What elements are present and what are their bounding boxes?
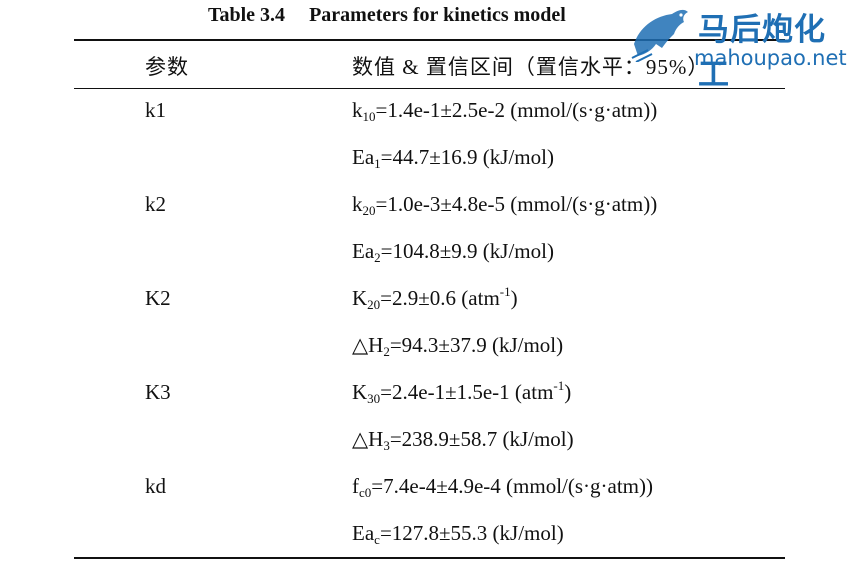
horse-logo-icon (631, 9, 688, 62)
value-text: △H (352, 427, 384, 451)
value-text: =2.4e-1±1.5e-1 (atm (380, 380, 554, 404)
value-text: ) (510, 286, 518, 310)
subscript: 1 (374, 156, 381, 171)
subscript: 3 (383, 438, 390, 453)
table-row: k1 k10=1.4e-1±2.5e-2 (mmol/(s·g·atm)) (0, 98, 859, 145)
value-text: Ea (352, 239, 375, 263)
superscript: -1 (499, 284, 511, 299)
value-text: Ea (352, 145, 375, 169)
value-cell: K30=2.4e-1±1.5e-1 (atm-1) (352, 378, 572, 406)
table-row: Ea1=44.7±16.9 (kJ/mol) (0, 145, 859, 192)
table-row: K2 K20=2.9±0.6 (atm-1) (0, 284, 859, 333)
watermark-brand: 马后炮化工 (698, 12, 826, 93)
table-row: k2 k20=1.0e-3±4.8e-5 (mmol/(s·g·atm)) (0, 192, 859, 239)
parameter-cell: K3 (145, 380, 171, 404)
header-parameter: 参数 (145, 55, 189, 79)
value-cell: k10=1.4e-1±2.5e-2 (mmol/(s·g·atm)) (352, 98, 657, 123)
table-header-rule (74, 88, 785, 90)
value-cell: K20=2.9±0.6 (atm-1) (352, 284, 518, 312)
subscript: 20 (362, 203, 376, 218)
table-row: Ea2=104.8±9.9 (kJ/mol) (0, 239, 859, 286)
value-text: =238.9±58.7 (kJ/mol) (389, 427, 574, 451)
value-text: =1.4e-1±2.5e-2 (mmol/(s·g·atm)) (375, 98, 658, 122)
table-row: Eac=127.8±55.3 (kJ/mol) (0, 521, 859, 568)
superscript: -1 (553, 378, 565, 393)
table-caption: Table 3.4 Parameters for kinetics model (208, 4, 566, 27)
subscript: 2 (374, 250, 381, 265)
value-text: =2.9±0.6 (atm (380, 286, 500, 310)
subscript: c0 (359, 485, 372, 500)
subscript: 20 (367, 297, 381, 312)
value-cell: k20=1.0e-3±4.8e-5 (mmol/(s·g·atm)) (352, 192, 657, 217)
table-caption-label: Table 3.4 (208, 4, 286, 26)
table-top-rule (74, 39, 785, 41)
value-text: K (352, 286, 368, 310)
value-cell: Eac=127.8±55.3 (kJ/mol) (352, 521, 564, 546)
subscript: 10 (362, 109, 376, 124)
value-text: =1.0e-3±4.8e-5 (mmol/(s·g·atm)) (375, 192, 658, 216)
parameter-cell: kd (145, 474, 166, 498)
subscript: 2 (383, 344, 390, 359)
value-cell: △H3=238.9±58.7 (kJ/mol) (352, 427, 574, 452)
table-row: K3 K30=2.4e-1±1.5e-1 (atm-1) (0, 378, 859, 427)
subscript: c (374, 532, 380, 547)
value-cell: Ea2=104.8±9.9 (kJ/mol) (352, 239, 554, 264)
parameter-cell: K2 (145, 286, 171, 310)
value-text: =7.4e-4±4.9e-4 (mmol/(s·g·atm)) (371, 474, 653, 498)
watermark-url: mahoupao.net (694, 46, 847, 70)
value-text: k (352, 192, 363, 216)
value-text: f (352, 474, 359, 498)
value-text: k (352, 98, 363, 122)
value-text: =94.3±37.9 (kJ/mol) (389, 333, 564, 357)
value-text: =44.7±16.9 (kJ/mol) (380, 145, 554, 169)
value-text: K (352, 380, 368, 404)
parameter-cell: k1 (145, 98, 166, 122)
value-text: =104.8±9.9 (kJ/mol) (380, 239, 554, 263)
subscript: 30 (367, 391, 381, 406)
value-cell: △H2=94.3±37.9 (kJ/mol) (352, 333, 563, 358)
value-text: △H (352, 333, 384, 357)
header-value-confidence: 数值 & 置信区间（置信水平：95%） (352, 55, 710, 79)
value-text: ) (564, 380, 572, 404)
watermark: 马后炮化工 mahoupao.net (626, 2, 851, 93)
parameter-cell: k2 (145, 192, 166, 216)
table-row: kd fc0=7.4e-4±4.9e-4 (mmol/(s·g·atm)) (0, 474, 859, 521)
table-bottom-rule (74, 557, 785, 559)
value-cell: Ea1=44.7±16.9 (kJ/mol) (352, 145, 554, 170)
value-cell: fc0=7.4e-4±4.9e-4 (mmol/(s·g·atm)) (352, 474, 653, 499)
value-text: Ea (352, 521, 375, 545)
table-row: △H3=238.9±58.7 (kJ/mol) (0, 427, 859, 474)
table-caption-title: Parameters for kinetics model (309, 4, 566, 26)
value-text: =127.8±55.3 (kJ/mol) (379, 521, 564, 545)
table-row: △H2=94.3±37.9 (kJ/mol) (0, 333, 859, 380)
